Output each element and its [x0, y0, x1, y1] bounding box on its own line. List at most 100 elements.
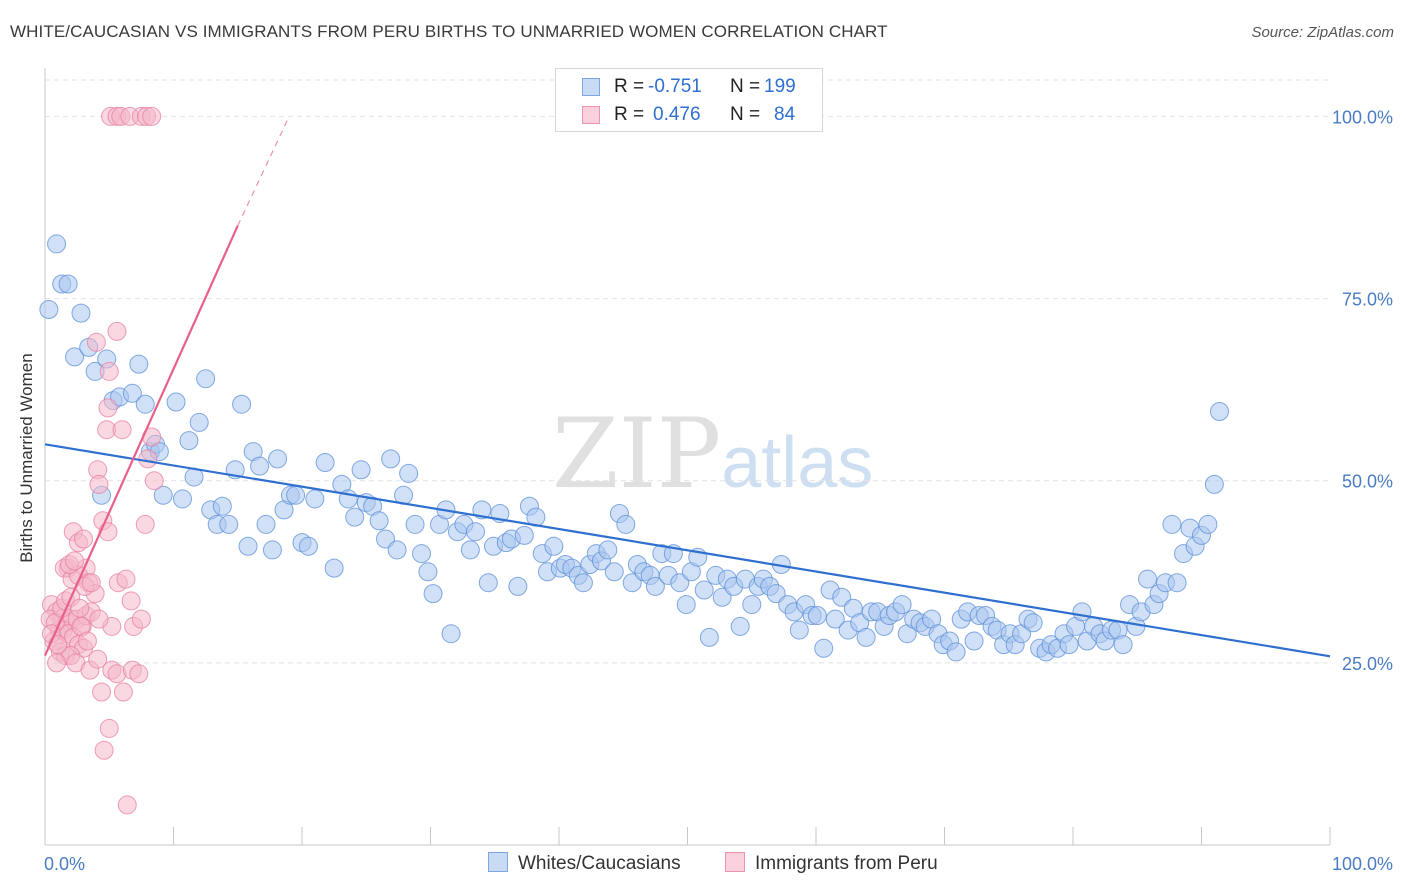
chart-title: WHITE/CAUCASIAN VS IMMIGRANTS FROM PERU … [10, 22, 888, 41]
peru-point-53 [88, 649, 108, 669]
axes [44, 68, 1331, 846]
white-point-21 [179, 431, 199, 451]
white-point-128 [832, 587, 852, 607]
white-point-97 [645, 576, 665, 596]
white-point-54 [387, 540, 407, 560]
bottom-legend-label-whites: Whites/Caucasians [518, 853, 681, 874]
peru-point-78 [81, 573, 101, 593]
peru-point-19 [138, 449, 158, 469]
x-tick-label-100: 100.0% [1332, 854, 1393, 874]
white-point-60 [423, 584, 443, 604]
watermark-zip: ZIP [552, 398, 722, 510]
peru-point-58 [129, 664, 149, 684]
white-point-124 [807, 606, 827, 625]
peru-point-59 [92, 682, 112, 702]
white-point-67 [465, 522, 485, 542]
white-point-48 [351, 460, 371, 480]
white-point-63 [441, 624, 461, 644]
peru-point-83 [77, 631, 97, 651]
white-point-168 [1072, 602, 1092, 622]
legend-r-value-peru: 0.476 [653, 104, 701, 125]
white-point-18 [153, 485, 173, 505]
white-point-138 [892, 595, 912, 615]
bottom-legend-peru: Immigrants from Peru [725, 852, 938, 875]
white-point-39 [286, 485, 306, 505]
white-point-68 [472, 500, 492, 520]
white-point-52 [376, 529, 396, 549]
white-point-0 [39, 300, 59, 319]
white-point-69 [478, 573, 498, 593]
white-point-101 [670, 573, 690, 593]
peru-point-56 [113, 682, 133, 702]
white-point-74 [508, 576, 528, 596]
white-point-4 [65, 347, 85, 367]
white-point-58 [412, 544, 432, 564]
white-point-113 [742, 595, 762, 615]
white-point-57 [405, 514, 425, 534]
white-point-23 [189, 412, 209, 432]
legend-swatch-whites [582, 78, 600, 96]
peru-point-61 [94, 740, 114, 760]
white-point-90 [604, 562, 624, 582]
white-point-89 [598, 540, 618, 560]
peru-point-8 [99, 361, 119, 381]
white-point-106 [699, 627, 719, 647]
y-tick-label-50: 50.0% [1342, 472, 1393, 492]
white-point-66 [460, 540, 480, 560]
peru-point-10 [98, 398, 118, 418]
white-point-160 [1023, 613, 1043, 633]
white-point-42 [305, 489, 325, 509]
bottom-legend-whites: Whites/Caucasians [488, 852, 681, 875]
y-tick-label-25: 25.0% [1342, 654, 1393, 674]
correlation-legend: R = -0.751 N = 199 R = 0.476 N = 84 [555, 68, 823, 132]
white-point-93 [622, 573, 642, 593]
legend-n-value-peru: 84 [774, 104, 796, 125]
white-point-47 [345, 507, 365, 527]
peru-point-20 [135, 514, 155, 534]
bottom-legend-swatch-whites [488, 852, 508, 872]
white-point-117 [766, 584, 786, 604]
peru-point-76 [70, 598, 90, 618]
legend-row-peru: R = 0.476 N = 84 [556, 102, 822, 128]
peru-point-12 [112, 420, 132, 440]
white-point-36 [268, 449, 288, 469]
white-point-12 [122, 383, 142, 403]
white-point-19 [166, 392, 186, 412]
white-point-105 [694, 580, 714, 600]
source-credit: Source: ZipAtlas.com [1251, 24, 1394, 41]
white-point-147 [946, 642, 966, 662]
bottom-legend-swatch-peru [725, 852, 745, 872]
white-point-35 [262, 540, 282, 560]
white-point-75 [514, 525, 534, 545]
trend-line-whites [44, 443, 1331, 658]
legend-r-label: R = [614, 104, 645, 125]
trend-line-peru-extension [237, 116, 290, 226]
peru-point-9 [107, 321, 127, 341]
watermark: ZIPatlas [552, 398, 873, 510]
white-point-59 [418, 562, 438, 582]
tick-labels: 25.0% 50.0% 75.0% 100.0% 0.0% 100.0% [44, 107, 1393, 874]
white-point-30 [232, 394, 252, 414]
legend-n-value-whites: 199 [764, 76, 796, 97]
white-point-31 [238, 536, 258, 556]
legend-r-label: R = [614, 76, 645, 97]
white-point-3 [58, 274, 78, 294]
peru-point-7 [86, 332, 106, 352]
white-point-43 [315, 453, 335, 472]
y-tick-label-100: 100.0% [1332, 107, 1393, 127]
peru-point-63 [116, 569, 136, 589]
peru-point-15 [89, 474, 109, 494]
peru-point-60 [99, 718, 119, 738]
white-point-24 [196, 369, 216, 389]
x-tick-label-0: 0.0% [44, 854, 85, 874]
white-point-27 [212, 496, 232, 516]
white-point-14 [135, 394, 155, 414]
trend-lines [43, 116, 1331, 658]
white-point-127 [825, 609, 845, 629]
white-point-108 [712, 587, 732, 607]
legend-n-label: N = [730, 104, 761, 125]
legend-row-whites: R = -0.751 N = 199 [556, 74, 822, 100]
y-tick-label-75: 75.0% [1342, 290, 1393, 310]
white-point-80 [544, 536, 564, 556]
peru-point-6 [142, 106, 162, 126]
